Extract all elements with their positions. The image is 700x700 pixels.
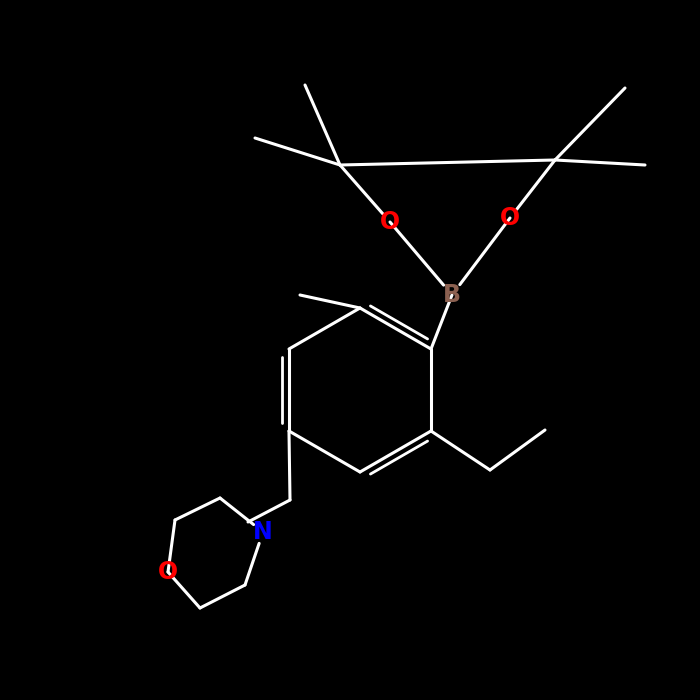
Text: O: O (380, 210, 400, 234)
Text: O: O (500, 206, 520, 230)
Text: N: N (253, 520, 273, 544)
Text: O: O (158, 560, 178, 584)
Text: B: B (443, 283, 461, 307)
